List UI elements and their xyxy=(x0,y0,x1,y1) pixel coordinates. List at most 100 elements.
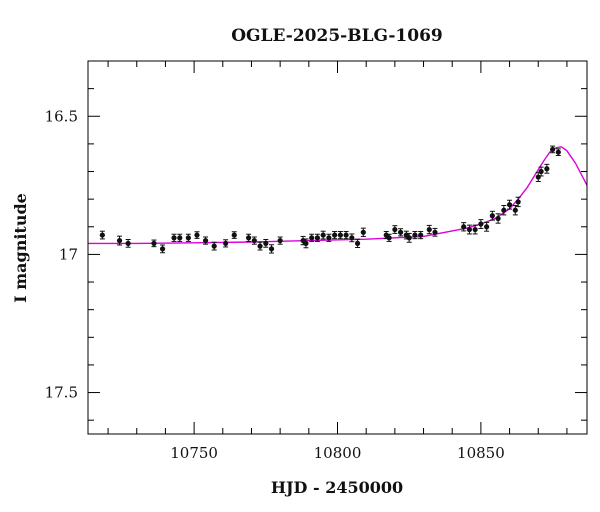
point-marker xyxy=(489,213,495,219)
data-point xyxy=(506,199,513,210)
data-point xyxy=(223,239,229,248)
data-point xyxy=(360,227,366,237)
point-marker xyxy=(397,229,404,235)
point-marker xyxy=(231,232,237,238)
data-point xyxy=(125,238,131,248)
chart-title: OGLE-2025-BLG-1069 xyxy=(231,26,443,46)
data-point xyxy=(251,236,257,245)
data-point xyxy=(309,233,315,242)
point-marker xyxy=(386,235,392,241)
x-tick-label: 10750 xyxy=(170,444,218,462)
data-point xyxy=(151,239,157,248)
point-marker xyxy=(506,202,513,208)
data-point xyxy=(515,196,521,208)
x-axis-label: HJD - 2450000 xyxy=(271,478,403,497)
point-marker xyxy=(478,221,484,227)
point-marker xyxy=(412,232,418,238)
data-point xyxy=(99,230,105,240)
data-point xyxy=(489,210,495,221)
data-point xyxy=(257,241,263,251)
point-marker xyxy=(332,232,338,238)
data-point xyxy=(555,148,561,156)
data-point xyxy=(277,236,283,245)
point-marker xyxy=(202,237,209,244)
y-tick-label: 17.5 xyxy=(45,384,78,402)
data-point xyxy=(406,232,412,243)
point-marker xyxy=(151,240,157,246)
point-marker xyxy=(466,226,473,233)
data-point xyxy=(544,163,550,174)
point-marker xyxy=(343,232,349,238)
y-tick-label: 17 xyxy=(59,245,78,263)
plot-area xyxy=(88,145,587,254)
point-marker xyxy=(495,215,501,222)
point-marker xyxy=(418,232,424,238)
point-marker xyxy=(99,232,105,238)
point-marker xyxy=(555,149,561,155)
data-point xyxy=(194,231,200,239)
point-marker xyxy=(320,232,326,238)
data-point xyxy=(412,230,418,240)
point-marker xyxy=(211,243,217,249)
x-tick-label: 10800 xyxy=(314,444,362,462)
data-point xyxy=(397,228,404,237)
data-point xyxy=(202,236,209,245)
y-tick-label: 16.5 xyxy=(45,107,78,125)
data-point xyxy=(231,231,237,239)
data-point xyxy=(484,221,490,232)
data-point xyxy=(472,224,478,235)
point-marker xyxy=(406,235,412,241)
y-axis-label: I magnitude xyxy=(11,193,30,303)
data-point xyxy=(386,233,392,242)
point-marker xyxy=(263,240,269,246)
point-marker xyxy=(360,229,366,235)
data-point xyxy=(116,235,123,246)
data-point xyxy=(343,230,349,240)
point-marker xyxy=(484,224,490,230)
point-marker xyxy=(177,235,183,241)
data-point xyxy=(501,205,507,216)
data-point xyxy=(314,233,321,242)
point-marker xyxy=(535,174,541,180)
data-point xyxy=(337,230,343,240)
point-marker xyxy=(349,235,355,241)
data-point xyxy=(354,238,361,248)
data-point xyxy=(159,244,166,254)
data-point xyxy=(549,145,556,154)
data-point xyxy=(185,233,191,242)
point-marker xyxy=(171,235,177,241)
point-marker xyxy=(501,207,507,213)
point-marker xyxy=(512,207,518,213)
point-marker xyxy=(125,240,131,246)
data-point xyxy=(432,227,438,237)
point-marker xyxy=(185,235,191,241)
data-point xyxy=(512,205,518,216)
point-marker xyxy=(549,146,556,153)
point-marker xyxy=(116,237,123,244)
data-point xyxy=(263,238,269,248)
data-point xyxy=(320,230,326,240)
x-tick-label: 10850 xyxy=(457,444,505,462)
point-marker xyxy=(223,240,229,246)
point-marker xyxy=(268,246,275,252)
point-marker xyxy=(245,235,252,241)
point-marker xyxy=(544,166,550,172)
data-point xyxy=(478,219,484,229)
data-point xyxy=(171,233,177,242)
point-marker xyxy=(538,168,544,175)
data-point xyxy=(461,222,467,232)
point-marker xyxy=(515,199,521,205)
data-point xyxy=(245,233,252,242)
data-point xyxy=(326,233,332,242)
point-marker xyxy=(194,232,200,238)
point-marker xyxy=(277,237,283,244)
point-marker xyxy=(251,237,257,244)
point-marker xyxy=(159,246,166,252)
point-marker xyxy=(309,235,315,241)
point-marker xyxy=(432,229,438,235)
point-marker xyxy=(426,226,432,233)
ticks xyxy=(88,60,587,434)
point-marker xyxy=(354,240,361,246)
point-marker xyxy=(257,243,263,249)
